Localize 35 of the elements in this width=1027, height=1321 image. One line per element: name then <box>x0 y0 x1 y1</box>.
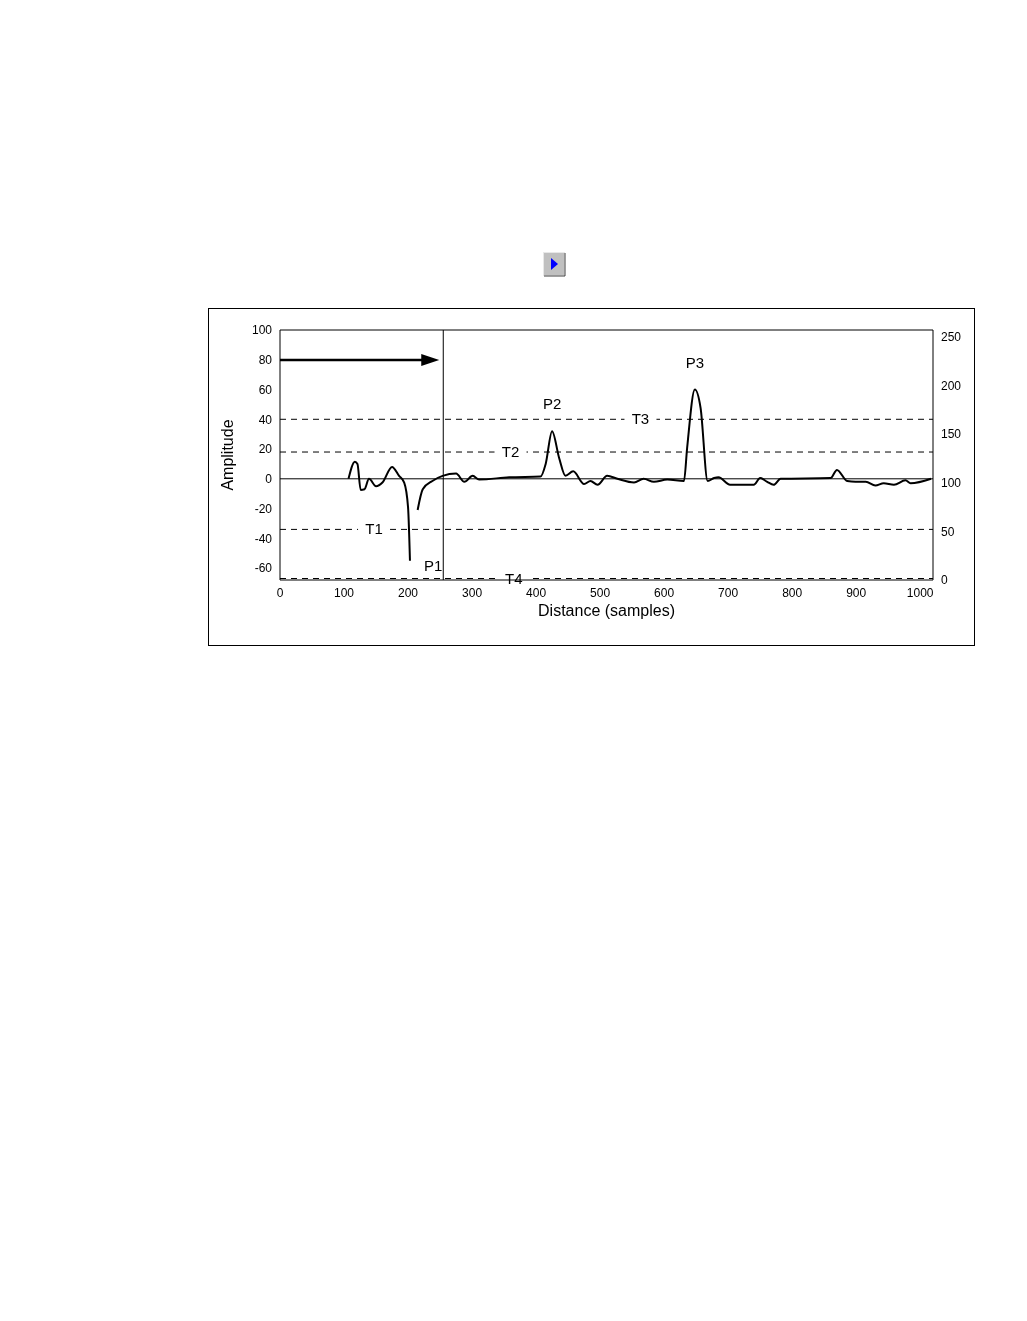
annotation: P3 <box>685 353 705 371</box>
y-tick-label: -60 <box>254 561 273 576</box>
y2-tick-label: 250 <box>941 330 962 345</box>
y-tick-label: 80 <box>258 353 273 368</box>
y-tick-label: -40 <box>254 531 273 546</box>
x-tick-label: 300 <box>462 585 483 600</box>
y2-tick-label: 100 <box>941 475 962 490</box>
ref-line-label: T3 <box>631 410 650 428</box>
x-tick-label: 500 <box>590 585 611 600</box>
annotation: P1 <box>423 557 443 575</box>
x-tick-label: 0 <box>276 585 284 600</box>
x-tick-label: 800 <box>782 585 803 600</box>
x-tick-label: 200 <box>398 585 419 600</box>
x-tick-label: 700 <box>718 585 739 600</box>
y2-tick-label: 150 <box>941 427 962 442</box>
y-tick-label: 20 <box>258 442 273 457</box>
ref-line-label: T1 <box>365 520 383 538</box>
x-tick-label: 600 <box>654 585 675 600</box>
y-axis-title: Amplitude <box>218 419 236 491</box>
y-tick-label: 0 <box>265 472 273 487</box>
y-tick-label: 100 <box>251 323 273 338</box>
ref-line-label: T4 <box>505 569 523 587</box>
y2-tick-label: 0 <box>941 573 948 588</box>
x-axis-title: Distance (samples) <box>538 602 675 619</box>
x-tick-label: 1000 <box>906 585 934 600</box>
y-tick-label: 40 <box>258 412 273 427</box>
y-tick-label: 60 <box>258 382 273 397</box>
annotation: P2 <box>542 395 562 413</box>
y2-tick-label: 50 <box>941 524 955 539</box>
x-tick-label: 900 <box>846 585 867 600</box>
y2-tick-label: 200 <box>941 378 962 393</box>
x-tick-label: 100 <box>334 585 355 600</box>
y-tick-label: -20 <box>254 501 273 516</box>
ref-line-label: T2 <box>501 443 520 461</box>
x-tick-label: 400 <box>526 585 547 600</box>
